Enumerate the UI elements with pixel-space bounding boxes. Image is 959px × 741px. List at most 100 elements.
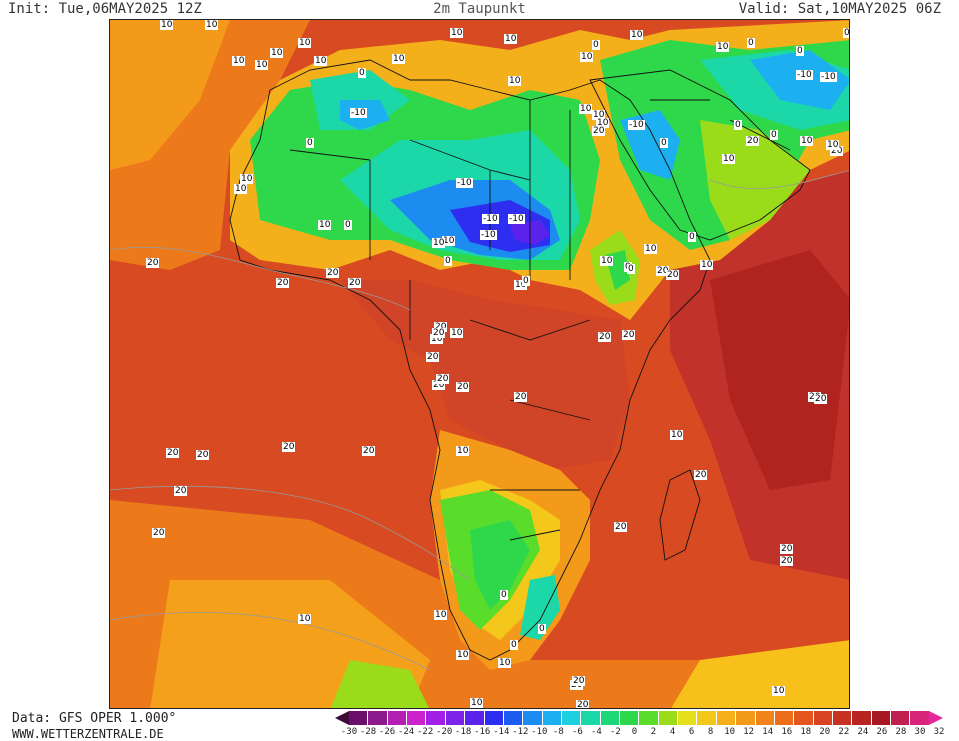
coastlines — [229, 59, 811, 661]
contour-label: 10 — [432, 238, 446, 248]
legend-tick-label: 8 — [707, 727, 714, 737]
south-atlantic-green-spot — [330, 660, 429, 708]
arabia-yellowgreen — [700, 120, 810, 240]
contour-label: 10 — [600, 256, 614, 266]
contour-label: 20 — [146, 258, 160, 268]
contour-label: 0 — [747, 38, 755, 48]
indian-ocean-core — [710, 250, 849, 490]
contour-label: 10 — [670, 430, 684, 440]
contour-label: 20 — [830, 146, 844, 156]
legend-swatch — [871, 711, 892, 725]
contour-label: 20 — [426, 352, 440, 362]
legend-swatch — [639, 711, 659, 725]
south-africa-teal — [520, 575, 560, 640]
contour-label: -10 — [820, 72, 837, 82]
contour-label: 10 — [234, 184, 248, 194]
contour-label: 10 — [826, 140, 840, 150]
legend-swatch — [368, 711, 388, 725]
contour-label: 20 — [166, 448, 180, 458]
contour-label: 20 — [362, 446, 376, 456]
legend-swatch — [910, 711, 929, 725]
contour-label: 10 — [434, 610, 448, 620]
contour-label: 10 — [498, 658, 512, 668]
legend-tick-label: 12 — [743, 727, 755, 737]
init-time-label: Init: Tue,06MAY2025 12Z — [8, 1, 202, 17]
contour-label: 10 — [470, 698, 484, 708]
legend-color-bar — [349, 711, 929, 725]
legend-tick-label: 0 — [631, 727, 638, 737]
contour-label: 10 — [504, 34, 518, 44]
legend-swatch — [794, 711, 814, 725]
contour-label: 0 — [592, 40, 600, 50]
contour-label: 10 — [205, 20, 219, 30]
kalahari-green — [470, 520, 530, 610]
legend-tick-label: -10 — [531, 727, 548, 737]
legend-tick-label: -24 — [397, 727, 415, 737]
legend-swatch — [484, 711, 504, 725]
legend-swatch — [581, 711, 601, 725]
contour-label: 0 — [500, 590, 508, 600]
country-borders — [289, 99, 791, 541]
legend-swatch — [600, 711, 621, 725]
contour-label: -10 — [482, 214, 499, 224]
contour-label: 20 — [598, 332, 612, 342]
contour-label: 20 — [436, 374, 450, 384]
legend-swatch — [813, 711, 833, 725]
map-canvas — [110, 20, 849, 708]
contour-label: 0 — [306, 138, 314, 148]
contour-label: 20 — [572, 676, 586, 686]
contour-label: 10 — [514, 280, 528, 290]
contour-label: 20 — [746, 136, 760, 146]
contour-label: 0 — [734, 120, 742, 130]
contour-label: 20 — [152, 528, 166, 538]
contour-label: 10 — [318, 220, 332, 230]
legend-tick-label: -20 — [436, 727, 453, 737]
contour-label: 0 — [688, 232, 696, 242]
contour-label: 20 — [196, 450, 210, 460]
contour-label: 10 — [644, 244, 658, 254]
legend-swatch — [832, 711, 853, 725]
legend-swatch — [774, 711, 795, 725]
contour-label: 10 — [800, 136, 814, 146]
contour-label: 20 — [514, 392, 528, 402]
contour-label: 0 — [660, 138, 668, 148]
legend-swatch — [891, 711, 911, 725]
contour-label: 10 — [232, 56, 246, 66]
contour-label: 10 — [298, 38, 312, 48]
contour-label: 20 — [576, 700, 590, 709]
contour-label: 20 — [174, 486, 188, 496]
contour-label: 20 — [432, 380, 446, 390]
contour-label: 20 — [780, 556, 794, 566]
legend-tick-label: 10 — [724, 727, 736, 737]
contour-label: 10 — [630, 30, 644, 40]
legend-tick-label: 30 — [914, 727, 926, 737]
isoline-20-north — [110, 246, 411, 311]
contour-label: 10 — [722, 154, 736, 164]
legend-tick-label: -18 — [455, 727, 472, 737]
contour-label: 0 — [522, 276, 530, 286]
contour-label: 10 — [255, 60, 269, 70]
color-legend: -30 -28 -26 -24 -22 -20 -18 -16 -14 -12 -10 -8 -6 -4-… — [335, 711, 957, 741]
legend-tick-label: 2 — [650, 727, 657, 737]
valid-time-label: Valid: Sat,10MAY2025 06Z — [738, 1, 941, 17]
south-east-band — [671, 640, 849, 708]
contour-label: -10 — [456, 178, 473, 188]
legend-tick-label: 18 — [800, 727, 812, 737]
legend-swatch — [542, 711, 562, 725]
africa-coastline — [229, 59, 711, 661]
legend-swatch — [697, 711, 717, 725]
legend-swatch — [736, 711, 756, 725]
contour-label: 10 — [442, 236, 456, 246]
legend-tick-labels: -30 -28 -26 -24 -22 -20 -18 -16 -14 -12 -10 -8 -6 -4-… — [339, 727, 945, 739]
contour-label: 10 — [392, 54, 406, 64]
contour-label: 10 — [596, 118, 610, 128]
legend-tick-label: -22 — [416, 727, 434, 737]
legend-swatch — [755, 711, 775, 725]
legend-tick-label: 28 — [895, 727, 907, 737]
legend-tick-label: 26 — [876, 727, 888, 737]
legend-swatch — [387, 711, 408, 725]
contour-label: 20 — [780, 544, 794, 554]
legend-tick-label: -12 — [512, 727, 529, 737]
legend-tick-label: -2 — [610, 727, 621, 737]
contour-label: 0 — [843, 28, 850, 38]
